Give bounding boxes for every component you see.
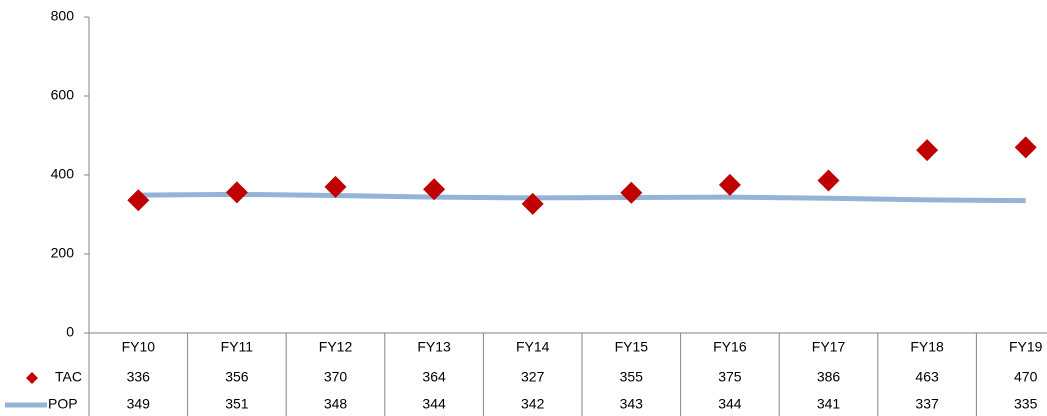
data-point — [521, 192, 544, 215]
data-point — [127, 189, 150, 212]
data-point — [916, 139, 939, 162]
x-tick-label: FY12 — [319, 339, 353, 355]
y-tick-label: 600 — [51, 87, 75, 103]
x-tick-label: FY14 — [516, 339, 550, 355]
y-tick-label: 800 — [51, 8, 75, 24]
y-tick-label: 400 — [51, 166, 75, 182]
legend-key — [26, 372, 38, 384]
data-point — [423, 178, 446, 201]
table-value: 364 — [422, 369, 446, 385]
x-tick-label: FY17 — [812, 339, 846, 355]
table-value: 375 — [718, 369, 742, 385]
table-value: 386 — [817, 369, 841, 385]
table-value: 341 — [817, 396, 841, 412]
x-tick-label: FY18 — [910, 339, 944, 355]
y-tick-label: 200 — [51, 245, 75, 261]
data-point — [620, 181, 643, 204]
series-line — [138, 191, 1026, 204]
x-tick-label: FY13 — [417, 339, 451, 355]
table-value: 337 — [915, 396, 939, 412]
legend-label: TAC — [55, 369, 82, 385]
table-value: 349 — [127, 396, 151, 412]
table-value: 463 — [915, 369, 939, 385]
x-tick-label: FY15 — [615, 339, 649, 355]
data-point — [324, 175, 347, 198]
x-tick-label: FY11 — [221, 339, 254, 355]
table-value: 355 — [620, 369, 644, 385]
table-value: 344 — [718, 396, 742, 412]
x-tick-label: FY19 — [1009, 339, 1043, 355]
table-value: 356 — [225, 369, 249, 385]
table-value: 343 — [620, 396, 644, 412]
table-value: 335 — [1014, 396, 1038, 412]
legend-label: POP — [48, 396, 78, 412]
table-value: 342 — [521, 396, 545, 412]
table-value: 470 — [1014, 369, 1038, 385]
x-tick-label: FY16 — [713, 339, 747, 355]
data-point — [817, 169, 840, 192]
data-point — [718, 173, 741, 196]
data-point — [1014, 136, 1037, 159]
data-point — [225, 181, 248, 204]
y-tick-label: 0 — [66, 324, 74, 340]
table-value: 336 — [127, 369, 151, 385]
table-value: 344 — [422, 396, 446, 412]
table-value: 370 — [324, 369, 348, 385]
table-value: 348 — [324, 396, 348, 412]
x-tick-label: FY10 — [122, 339, 156, 355]
table-value: 327 — [521, 369, 545, 385]
table-value: 351 — [225, 396, 249, 412]
